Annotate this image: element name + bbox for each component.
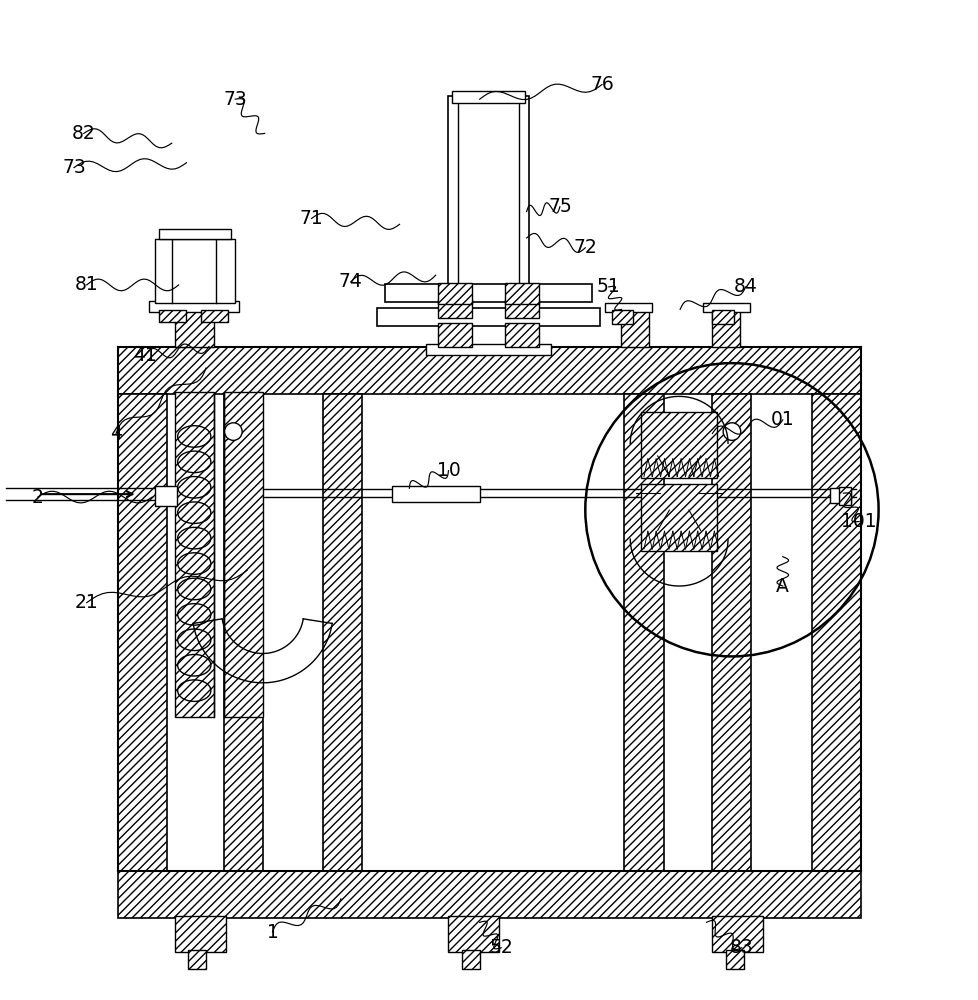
- Bar: [712, 310, 739, 347]
- Bar: [712, 916, 763, 952]
- Bar: [155, 239, 235, 303]
- Bar: [437, 283, 471, 304]
- Text: 1: 1: [266, 923, 278, 942]
- Bar: [155, 486, 176, 506]
- Bar: [174, 916, 225, 952]
- Circle shape: [224, 423, 242, 440]
- Bar: [158, 310, 186, 322]
- Text: A: A: [776, 577, 788, 596]
- Text: 83: 83: [730, 938, 753, 957]
- Bar: [726, 950, 743, 969]
- Bar: [448, 916, 499, 952]
- Bar: [323, 394, 362, 871]
- Bar: [812, 394, 860, 871]
- Bar: [621, 310, 648, 347]
- Text: 73: 73: [223, 90, 246, 109]
- Bar: [604, 303, 651, 312]
- Bar: [200, 310, 228, 322]
- Bar: [174, 392, 213, 717]
- Text: 74: 74: [338, 272, 362, 291]
- Bar: [702, 303, 749, 312]
- Bar: [425, 344, 551, 355]
- Bar: [712, 394, 751, 871]
- Text: 101: 101: [840, 512, 876, 531]
- Bar: [448, 96, 528, 287]
- Text: 81: 81: [74, 275, 99, 294]
- Bar: [838, 487, 850, 505]
- Bar: [437, 323, 471, 347]
- Bar: [624, 394, 663, 871]
- Text: 2: 2: [32, 488, 44, 507]
- Text: 01: 01: [770, 410, 794, 429]
- Bar: [174, 310, 213, 347]
- Bar: [149, 301, 239, 312]
- Bar: [437, 299, 471, 318]
- Text: 10: 10: [436, 461, 460, 480]
- Bar: [118, 871, 860, 918]
- Text: 72: 72: [573, 238, 597, 257]
- Text: 75: 75: [548, 197, 571, 216]
- Text: 4: 4: [110, 424, 122, 443]
- Text: 51: 51: [597, 277, 620, 296]
- Bar: [384, 284, 592, 302]
- Bar: [118, 347, 860, 394]
- Bar: [505, 323, 539, 347]
- Circle shape: [723, 423, 740, 440]
- Bar: [223, 392, 262, 717]
- Bar: [452, 91, 524, 103]
- Text: 41: 41: [133, 346, 157, 365]
- Bar: [829, 488, 850, 503]
- Bar: [505, 283, 539, 304]
- Bar: [377, 308, 600, 326]
- Text: 21: 21: [74, 593, 99, 612]
- Bar: [158, 229, 231, 239]
- Bar: [223, 394, 262, 871]
- Text: 73: 73: [62, 158, 86, 177]
- Text: 76: 76: [590, 75, 613, 94]
- Text: 52: 52: [489, 938, 512, 957]
- Bar: [611, 310, 633, 324]
- Bar: [712, 310, 734, 324]
- Bar: [505, 299, 539, 318]
- Bar: [641, 484, 717, 551]
- Text: 71: 71: [299, 209, 323, 228]
- Bar: [462, 950, 479, 969]
- Bar: [118, 394, 166, 871]
- Bar: [188, 950, 205, 969]
- Bar: [641, 412, 717, 478]
- Text: 84: 84: [733, 277, 757, 296]
- Bar: [391, 486, 479, 502]
- Text: 82: 82: [71, 124, 96, 143]
